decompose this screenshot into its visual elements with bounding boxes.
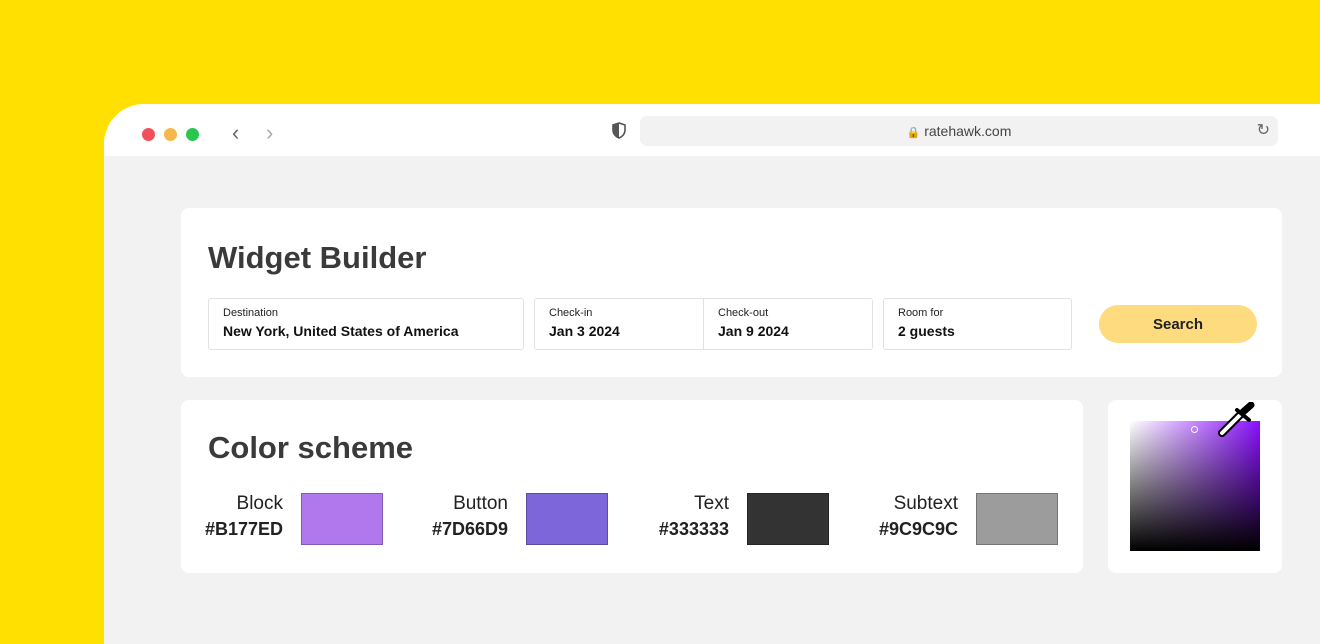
swatch-name: Subtext (893, 493, 958, 514)
section-title: Color scheme (208, 430, 414, 465)
widget-builder-card: Widget Builder Destination New York, Unit… (181, 208, 1282, 377)
destination-field[interactable]: Destination New York, United States of Am… (208, 298, 524, 350)
field-label: Room for (898, 307, 944, 319)
swatch-color[interactable] (526, 493, 608, 545)
swatch-name: Text (694, 493, 729, 514)
swatch-color[interactable] (301, 493, 383, 545)
reload-icon[interactable]: ↻ (1256, 122, 1270, 139)
browser-toolbar: ‹ › 🔒 ratehawk.com ↻ (104, 104, 1320, 156)
forward-icon[interactable]: › (266, 120, 274, 145)
room-field[interactable]: Room for 2 guests (883, 298, 1072, 350)
field-label: Check-in (549, 307, 593, 319)
field-value: Jan 3 2024 (549, 323, 620, 339)
field-value: Jan 9 2024 (718, 323, 789, 339)
back-icon[interactable]: ‹ (232, 120, 240, 145)
swatch-hex: #7D66D9 (431, 519, 508, 539)
swatch-hex: #333333 (658, 519, 729, 539)
swatch-hex: #B177ED (204, 519, 283, 539)
shield-icon[interactable] (612, 122, 626, 139)
search-button[interactable]: Search (1099, 305, 1257, 343)
checkin-field[interactable]: Check-in Jan 3 2024 (534, 298, 704, 350)
swatch-name: Block (236, 493, 283, 514)
address-bar[interactable]: 🔒 ratehawk.com ↻ (640, 116, 1278, 146)
checkout-field[interactable]: Check-out Jan 9 2024 (703, 298, 873, 350)
field-label: Check-out (718, 307, 769, 319)
lock-icon: 🔒 (906, 127, 921, 139)
field-value: New York, United States of America (223, 323, 459, 339)
saturation-area[interactable] (1130, 421, 1260, 551)
field-label: Destination (223, 307, 279, 319)
maximize-window-button[interactable] (186, 128, 199, 141)
swatch-name: Button (453, 493, 508, 514)
swatch-color[interactable] (747, 493, 829, 545)
url-text: ratehawk.com (924, 123, 1012, 139)
eyedropper-icon[interactable] (1216, 402, 1258, 438)
browser-window: ‹ › 🔒 ratehawk.com ↻ Widget Builder Dest… (104, 104, 1320, 644)
field-value: 2 guests (898, 323, 955, 339)
close-window-button[interactable] (142, 128, 155, 141)
color-scheme-card: Color scheme Block #B177ED Button #7D66D9 … (181, 400, 1083, 573)
color-picker-card (1108, 400, 1282, 573)
swatch-color[interactable] (976, 493, 1058, 545)
page-title: Widget Builder (208, 240, 427, 275)
picker-handle[interactable] (1191, 426, 1198, 433)
swatch-hex: #9C9C9C (878, 519, 958, 539)
minimize-window-button[interactable] (164, 128, 177, 141)
